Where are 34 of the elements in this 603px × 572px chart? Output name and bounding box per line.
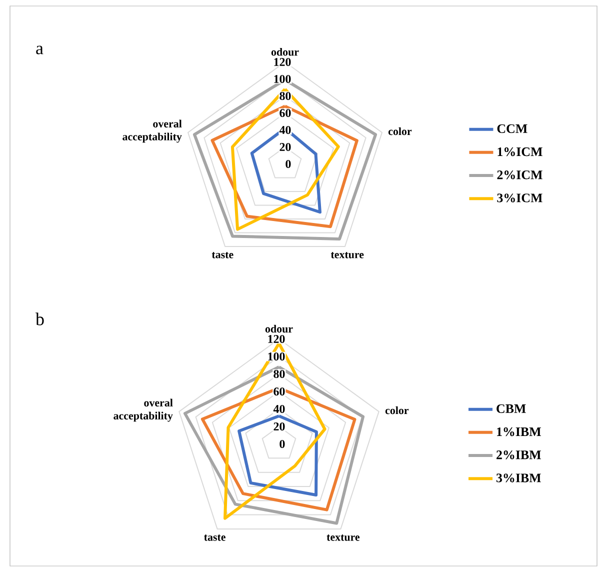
legend-label: CBM — [496, 404, 526, 414]
y-tick-label: 0 — [286, 160, 291, 168]
chart-title: b — [36, 312, 44, 326]
y-tick-label: 60 — [274, 387, 285, 396]
y-tick-label: 60 — [280, 108, 291, 118]
y-tick-label: 20 — [274, 422, 285, 431]
spoke-label: taste — [204, 534, 226, 541]
spoke-label: color — [385, 406, 409, 414]
spoke-label: overal acceptability — [114, 398, 173, 422]
legend-label: 3%IBM — [496, 474, 541, 482]
spoke-label: overal acceptability — [122, 120, 182, 143]
y-tick-label: 120 — [274, 58, 291, 66]
y-tick-label: 20 — [280, 142, 291, 152]
legend-label: 1%ICM — [498, 147, 542, 156]
spoke-label: odour — [271, 48, 299, 56]
spoke-label: texture — [326, 534, 360, 541]
y-tick-label: 120 — [268, 334, 285, 344]
legend-label: 2%ICM — [497, 170, 542, 180]
y-tick-label: 40 — [279, 126, 291, 134]
legend-label: 2%IBM — [496, 450, 541, 460]
y-tick-label: 80 — [274, 370, 285, 378]
y-tick-label: 80 — [280, 92, 291, 100]
legend-label: 3%ICM — [497, 194, 542, 202]
legend-label: CCM — [497, 124, 528, 134]
spoke-label: color — [388, 127, 412, 136]
y-tick-label: 100 — [268, 352, 285, 361]
y-tick-label: 40 — [273, 404, 285, 414]
y-tick-label: 0 — [280, 440, 285, 448]
legend-label: 1%IBM — [497, 427, 541, 436]
y-tick-label: 100 — [274, 74, 291, 84]
spoke-label: odour — [265, 324, 293, 333]
spoke-label: taste — [212, 252, 234, 258]
spoke-label: texture — [330, 252, 364, 258]
chart-title: a — [36, 46, 44, 54]
